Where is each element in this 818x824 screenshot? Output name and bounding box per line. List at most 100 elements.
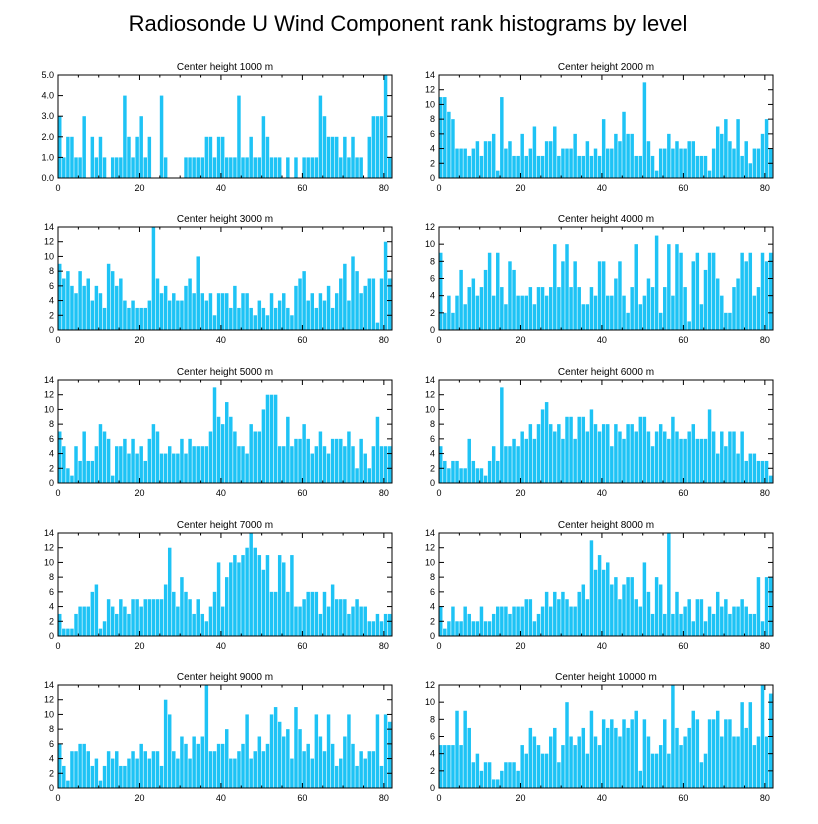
histogram-bar xyxy=(180,438,184,483)
histogram-bar xyxy=(147,300,152,330)
histogram-bar xyxy=(593,295,598,330)
histogram-bar xyxy=(253,431,257,483)
histogram-bar xyxy=(504,148,508,178)
histogram-bar xyxy=(553,126,557,178)
histogram-bar xyxy=(557,762,561,788)
y-tick-label: 0 xyxy=(430,173,435,183)
histogram-bar xyxy=(471,762,476,788)
histogram-bar xyxy=(282,293,286,330)
histogram-bar xyxy=(143,599,148,636)
histogram-bar xyxy=(66,468,70,483)
y-tick-label: 8 xyxy=(49,724,54,734)
histogram-bar xyxy=(451,460,455,483)
x-tick-label: 60 xyxy=(678,335,688,345)
y-tick-label: 2 xyxy=(49,616,54,626)
histogram-bar xyxy=(294,157,298,178)
histogram-bar xyxy=(306,591,310,636)
histogram-bar xyxy=(233,555,237,636)
histogram-bar xyxy=(544,591,549,636)
histogram-bar xyxy=(192,293,196,330)
x-tick-label: 40 xyxy=(216,641,226,651)
histogram-bar xyxy=(626,727,630,788)
histogram-bar xyxy=(459,148,463,178)
histogram-bar xyxy=(383,714,388,788)
histogram-bar xyxy=(286,416,290,483)
histogram-bar xyxy=(467,438,471,483)
histogram-bar xyxy=(196,599,200,636)
histogram-bar xyxy=(339,758,343,788)
histogram-bar xyxy=(200,293,205,330)
histogram-bar xyxy=(764,261,769,330)
histogram-bar xyxy=(241,743,245,788)
x-tick-label: 0 xyxy=(436,335,441,345)
histogram-bar xyxy=(540,409,545,483)
y-tick-label: 2 xyxy=(430,616,435,626)
y-tick-label: 0 xyxy=(430,631,435,641)
x-tick-label: 40 xyxy=(597,183,607,193)
histogram-bar xyxy=(581,727,586,788)
histogram-bar xyxy=(695,599,700,636)
histogram-bar xyxy=(634,599,638,636)
histogram-bar xyxy=(512,269,516,330)
histogram-bar xyxy=(106,751,111,788)
histogram-bar xyxy=(143,460,148,483)
y-tick-label: 14 xyxy=(44,528,54,538)
histogram-bar xyxy=(286,729,290,788)
histogram-bar xyxy=(524,599,529,636)
histogram-bar xyxy=(212,751,217,788)
histogram-bar xyxy=(443,628,447,636)
histogram-bar xyxy=(536,287,541,330)
histogram-bar xyxy=(553,431,557,483)
histogram-bar xyxy=(131,599,135,636)
x-tick-label: 80 xyxy=(760,183,770,193)
panel-title: Center height 2000 m xyxy=(558,62,654,73)
histogram-bar xyxy=(707,252,712,330)
histogram-bar xyxy=(225,293,229,330)
histogram-bar xyxy=(606,727,610,788)
histogram-bar xyxy=(310,591,315,636)
histogram-bar xyxy=(614,424,618,483)
histogram-bar xyxy=(663,287,667,330)
y-tick-label: 2 xyxy=(49,768,54,778)
histogram-bar xyxy=(163,453,168,483)
histogram-bar xyxy=(658,148,663,178)
histogram-bar xyxy=(245,453,249,483)
histogram-bar xyxy=(127,307,131,330)
histogram-bar xyxy=(172,293,176,330)
histogram-bar xyxy=(94,584,99,636)
histogram-bar xyxy=(102,765,107,788)
histogram-bar xyxy=(451,312,455,330)
histogram-bar xyxy=(196,743,200,788)
histogram-bar xyxy=(225,577,229,636)
histogram-bar xyxy=(520,431,524,483)
histogram-bar xyxy=(82,285,86,330)
histogram-bar xyxy=(188,599,192,636)
histogram-bar xyxy=(650,753,655,788)
histogram-bar xyxy=(200,157,205,178)
histogram-bar xyxy=(62,765,66,788)
y-tick-label: 4.0 xyxy=(41,91,54,101)
histogram-bar xyxy=(699,599,704,636)
histogram-bar xyxy=(720,606,724,636)
histogram-bar xyxy=(371,751,376,788)
histogram-bar xyxy=(286,591,290,636)
histogram-bar xyxy=(82,743,86,788)
histogram-bar xyxy=(500,770,504,788)
histogram-panel: Center height 6000 m 0 20 40 60 80 0 2 4 6 8 10 12 14 xyxy=(425,367,774,498)
histogram-bar xyxy=(261,751,266,788)
histogram-bar xyxy=(638,770,643,788)
histogram-bar xyxy=(532,438,537,483)
histogram-bar xyxy=(147,438,152,483)
histogram-bar xyxy=(748,613,753,636)
histogram-bar xyxy=(496,779,500,788)
histogram-bar xyxy=(447,468,451,483)
histogram-bar xyxy=(687,431,691,483)
histogram-bar xyxy=(728,431,732,483)
histogram-bar xyxy=(98,293,103,330)
histogram-bar xyxy=(139,307,143,330)
histogram-bar xyxy=(70,628,74,636)
y-tick-label: 6 xyxy=(430,129,435,139)
histogram-bar xyxy=(516,446,520,483)
histogram-bar xyxy=(646,736,651,788)
histogram-bar xyxy=(675,727,679,788)
